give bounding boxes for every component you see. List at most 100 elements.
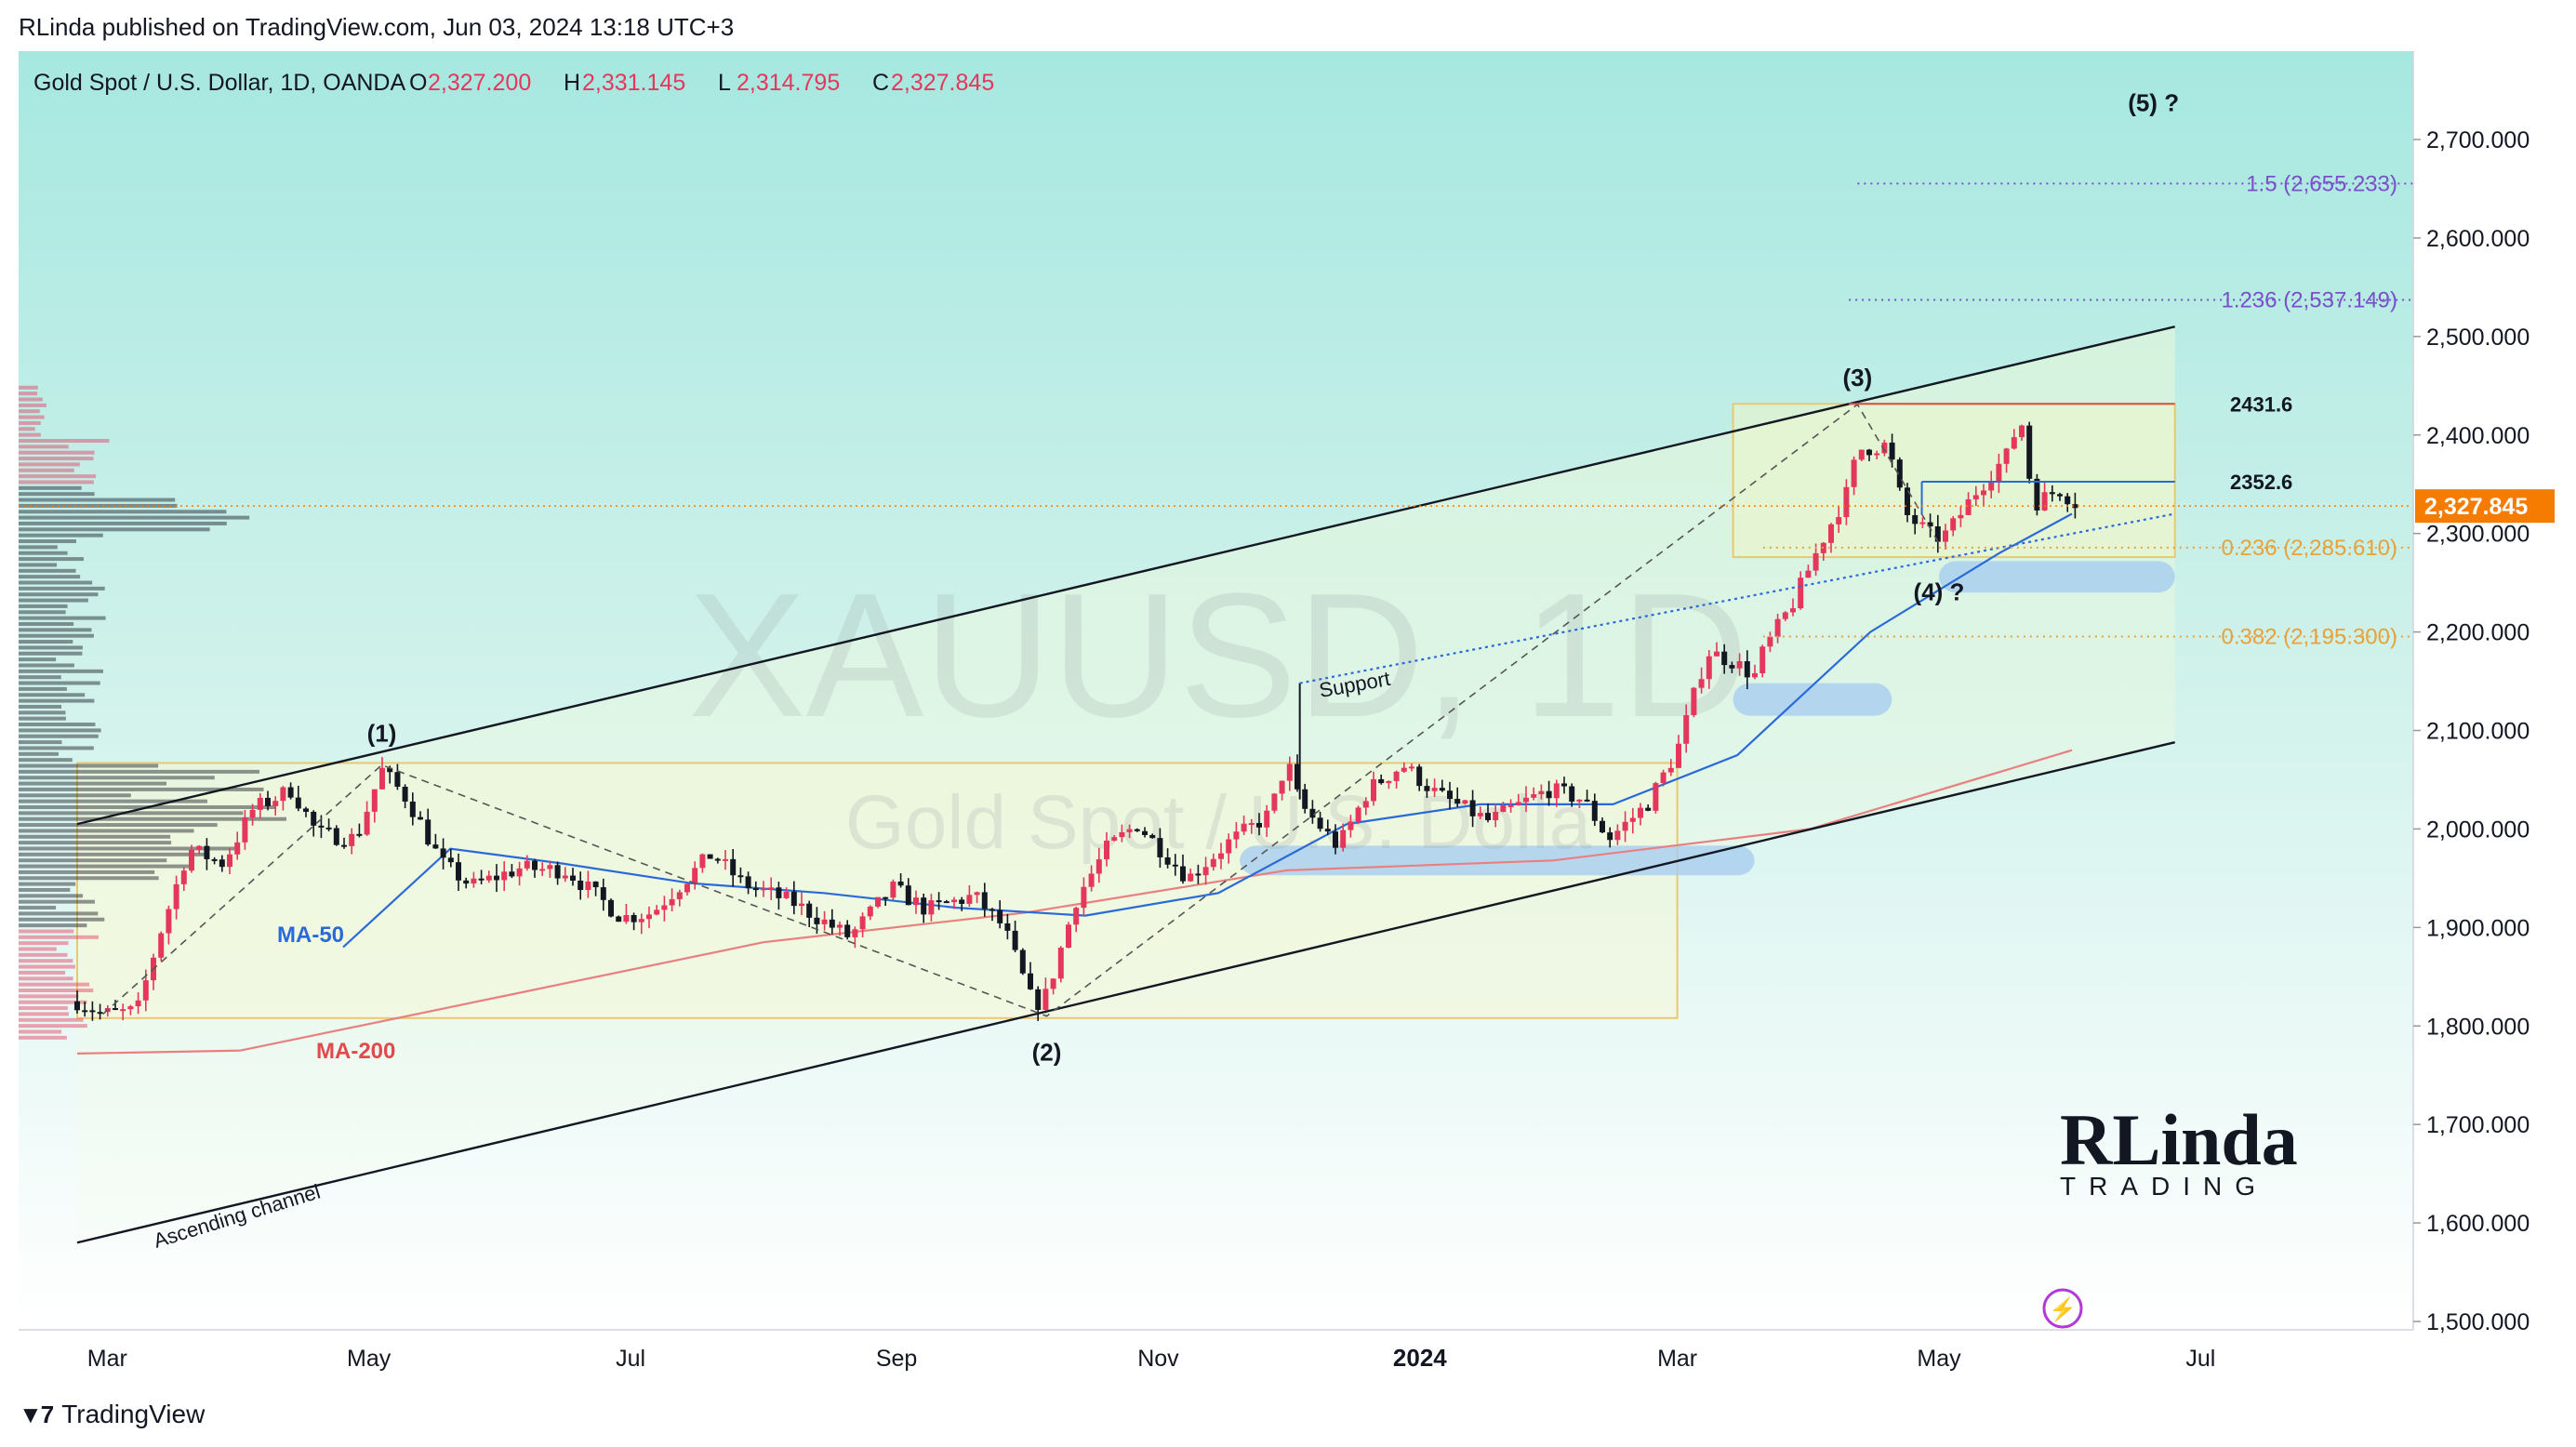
candle-body	[784, 892, 790, 898]
candle-body	[441, 848, 446, 857]
volume-profile-bar	[19, 687, 67, 691]
candle-body	[1004, 923, 1010, 931]
candle-body	[921, 897, 926, 914]
candle-body	[928, 900, 934, 914]
candle-body	[1333, 831, 1338, 848]
candle-body	[1966, 499, 1972, 515]
volume-profile-bar	[19, 782, 166, 786]
candle-body	[1775, 619, 1781, 637]
candle-body	[82, 1010, 87, 1012]
x-tick-label: Mar	[87, 1346, 127, 1372]
candle-body	[1645, 808, 1651, 811]
candle-body	[1852, 459, 1857, 486]
volume-profile-bar	[19, 1006, 68, 1010]
candle-body	[517, 869, 523, 877]
volume-profile-bar	[19, 911, 98, 915]
volume-profile-bar	[19, 492, 95, 496]
candle-body	[822, 920, 828, 924]
candle-body	[2026, 426, 2032, 479]
ohlc-h: 2,331.145	[582, 70, 685, 96]
candle-body	[1119, 832, 1124, 837]
candle-body	[1996, 464, 2001, 483]
candle-body	[975, 892, 980, 895]
volume-profile-bar	[19, 581, 92, 585]
volume-profile-bar	[19, 841, 171, 844]
candle-body	[1859, 450, 1865, 460]
last-price-label: 2,327.845	[2424, 494, 2528, 520]
watermark-name: Gold Spot / U.S. Dolla	[845, 780, 1592, 865]
volume-profile-bar	[19, 1036, 67, 1040]
candle-body	[1256, 823, 1262, 828]
candle-body	[989, 909, 995, 911]
candle-body	[1745, 661, 1750, 677]
candle-body	[1973, 495, 1979, 499]
y-tick-label: 1,700.000	[2426, 1112, 2530, 1138]
candle-body	[143, 980, 149, 1001]
volume-profile-bar	[19, 710, 65, 714]
candle-body	[1759, 646, 1765, 673]
candle-body	[623, 915, 629, 922]
volume-profile-bar	[19, 628, 91, 631]
tradingview-footer[interactable]: ▼7 TradingView	[19, 1400, 205, 1429]
candle-body	[463, 881, 469, 883]
candle-body	[966, 895, 972, 904]
candle-body	[1721, 652, 1727, 665]
candle-body	[1089, 873, 1095, 886]
candle-body	[768, 887, 774, 889]
candle-body	[730, 859, 736, 875]
volume-profile-bar	[19, 604, 68, 608]
volume-profile-bar	[19, 563, 57, 566]
volume-profile-bar	[19, 457, 94, 460]
candle-body	[1981, 490, 1986, 495]
candle-body	[692, 868, 697, 883]
volume-profile-bar	[19, 445, 69, 448]
candle-body	[1066, 924, 1071, 948]
candle-body	[326, 828, 332, 830]
candle-body	[1691, 688, 1696, 715]
candle-body	[761, 888, 766, 890]
volume-profile-bar	[19, 746, 94, 750]
candle-body	[1042, 989, 1048, 1010]
candle-body	[1485, 813, 1491, 820]
candle-body	[1729, 665, 1734, 669]
watermark-ticker: XAUUSD, 1D	[688, 557, 1748, 754]
candle-body	[1500, 805, 1506, 812]
candle-body	[585, 882, 591, 890]
candle-body	[1432, 788, 1438, 791]
ohlc-l_label: L	[718, 70, 731, 96]
volume-profile-bar	[19, 433, 41, 437]
volume-profile-bar	[19, 835, 170, 839]
candle-body	[1416, 766, 1422, 786]
candle-body	[1165, 857, 1171, 865]
volume-profile-bar	[19, 883, 75, 886]
candle-body	[2019, 426, 2025, 438]
range-box-2024	[1733, 404, 2175, 557]
candle-body	[1813, 553, 1819, 571]
candle-body	[1874, 453, 1879, 455]
candle-body	[524, 861, 530, 869]
candle-body	[1600, 821, 1605, 832]
candle-body	[1561, 783, 1567, 786]
candle-body	[563, 876, 568, 879]
volume-profile-bar	[19, 728, 101, 732]
volume-profile-bar	[19, 462, 80, 466]
candle-body	[2004, 448, 2010, 463]
candle-body	[547, 865, 552, 869]
candle-body	[1706, 657, 1712, 679]
candle-body	[1531, 794, 1536, 798]
volume-profile-bar	[19, 416, 45, 419]
candle-body	[410, 802, 416, 817]
y-tick-label: 2,600.000	[2426, 226, 2530, 252]
candle-body	[1051, 978, 1056, 989]
candle-body	[1890, 443, 1895, 459]
volume-profile-bar	[19, 510, 226, 513]
candle-body	[1440, 788, 1445, 790]
candle-body	[1988, 482, 1994, 490]
volume-profile-bar	[19, 888, 70, 892]
volume-profile-bar	[19, 900, 95, 904]
candle-body	[1912, 515, 1918, 524]
volume-profile-bar	[19, 386, 38, 390]
candle-body	[1699, 679, 1705, 687]
candle-body	[318, 826, 324, 828]
